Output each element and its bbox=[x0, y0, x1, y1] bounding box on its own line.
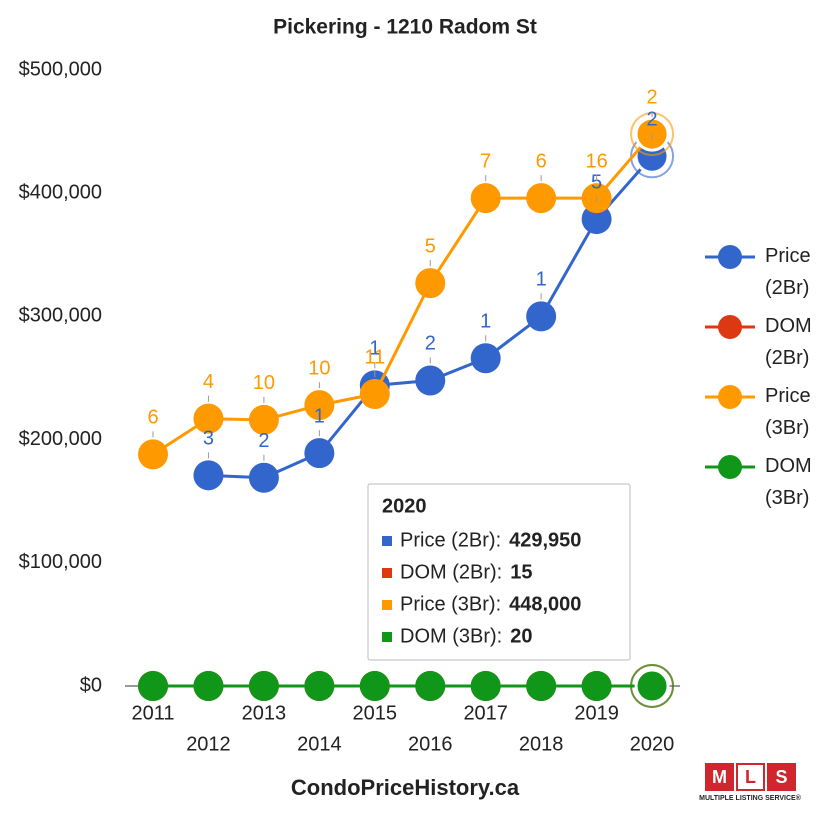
tooltip-value: 448,000 bbox=[509, 593, 581, 615]
tooltip-value: 15 bbox=[510, 561, 532, 583]
data-label: 1 bbox=[536, 269, 547, 291]
data-label: 7 bbox=[480, 150, 491, 172]
data-label: 5 bbox=[591, 171, 602, 193]
point bbox=[138, 671, 168, 701]
point bbox=[526, 183, 556, 213]
point bbox=[249, 463, 279, 493]
logo-letter: M bbox=[712, 767, 727, 787]
data-label: 2 bbox=[425, 333, 436, 355]
legend-label: Price(3Br) bbox=[765, 385, 811, 439]
point bbox=[360, 379, 390, 409]
x-tick-label: 2011 bbox=[131, 702, 174, 724]
tooltip-swatch bbox=[382, 536, 392, 546]
x-tick-label: 2017 bbox=[463, 702, 508, 724]
logo-letter: S bbox=[775, 767, 787, 787]
tooltip-swatch bbox=[382, 600, 392, 610]
tooltip-label: Price (3Br): bbox=[400, 593, 501, 615]
data-label: 4 bbox=[203, 371, 214, 393]
data-label: 1 bbox=[480, 311, 491, 333]
x-tick-label: 2015 bbox=[353, 702, 398, 724]
point bbox=[636, 670, 668, 702]
point bbox=[193, 460, 223, 490]
point bbox=[471, 183, 501, 213]
data-label: 10 bbox=[308, 357, 330, 379]
point bbox=[471, 343, 501, 373]
legend-label: DOM(3Br) bbox=[765, 455, 812, 509]
tooltip: 2020 Price (2Br): 429,950 DOM (2Br): 15 Price… bbox=[368, 484, 630, 660]
series-line bbox=[153, 134, 652, 454]
legend-marker bbox=[718, 455, 742, 479]
point bbox=[415, 365, 445, 395]
data-label: 2 bbox=[258, 430, 269, 452]
point bbox=[138, 439, 168, 469]
x-tick-label: 2018 bbox=[519, 733, 564, 755]
y-tick-label: $500,000 bbox=[19, 58, 102, 80]
data-label: 6 bbox=[147, 407, 158, 429]
y-tick-label: $100,000 bbox=[19, 551, 102, 573]
logo-letter: L bbox=[745, 767, 756, 787]
data-label: 3 bbox=[203, 428, 214, 450]
point bbox=[415, 268, 445, 298]
point bbox=[415, 671, 445, 701]
point bbox=[249, 671, 279, 701]
point bbox=[582, 671, 612, 701]
y-tick-label: $0 bbox=[80, 674, 102, 696]
y-tick-label: $300,000 bbox=[19, 305, 102, 327]
x-tick-label: 2016 bbox=[408, 733, 453, 755]
x-tick-label: 2019 bbox=[574, 702, 619, 724]
tooltip-value: 429,950 bbox=[509, 529, 581, 551]
data-label: 11 bbox=[364, 346, 385, 368]
logo-caption: MULTIPLE LISTING SERVICE® bbox=[699, 794, 802, 802]
data-label: 10 bbox=[253, 372, 275, 394]
tooltip-swatch bbox=[382, 568, 392, 578]
legend-marker bbox=[718, 385, 742, 409]
point bbox=[360, 671, 390, 701]
data-label: 16 bbox=[585, 150, 607, 172]
legend-label: Price(2Br) bbox=[765, 245, 811, 299]
point bbox=[471, 671, 501, 701]
x-tick-label: 2014 bbox=[297, 733, 342, 755]
data-label: 1 bbox=[314, 405, 325, 427]
legend-label: DOM(2Br) bbox=[765, 315, 812, 369]
footer: CondoPriceHistory.ca bbox=[291, 775, 520, 800]
tooltip-label: Price (2Br): bbox=[400, 529, 501, 551]
tooltip-value: 20 bbox=[510, 625, 532, 647]
legend-marker bbox=[718, 245, 742, 269]
x-tick-label: 2020 bbox=[630, 733, 675, 755]
tooltip-title: 2020 bbox=[382, 495, 427, 517]
chart-title: Pickering - 1210 Radom St bbox=[273, 16, 537, 39]
tooltip-label: DOM (3Br): bbox=[400, 625, 502, 647]
legend-marker bbox=[718, 315, 742, 339]
y-tick-label: $400,000 bbox=[19, 181, 102, 203]
point bbox=[193, 671, 223, 701]
x-tick-label: 2013 bbox=[242, 702, 287, 724]
y-tick-label: $200,000 bbox=[19, 428, 102, 450]
point bbox=[304, 438, 334, 468]
tooltip-swatch bbox=[382, 632, 392, 642]
x-tick-label: 2012 bbox=[186, 733, 231, 755]
point bbox=[526, 671, 556, 701]
data-label: 6 bbox=[536, 150, 547, 172]
data-label: 2 bbox=[646, 86, 657, 108]
point bbox=[304, 671, 334, 701]
data-label: 5 bbox=[425, 235, 436, 257]
point bbox=[526, 301, 556, 331]
tooltip-label: DOM (2Br): bbox=[400, 561, 502, 583]
